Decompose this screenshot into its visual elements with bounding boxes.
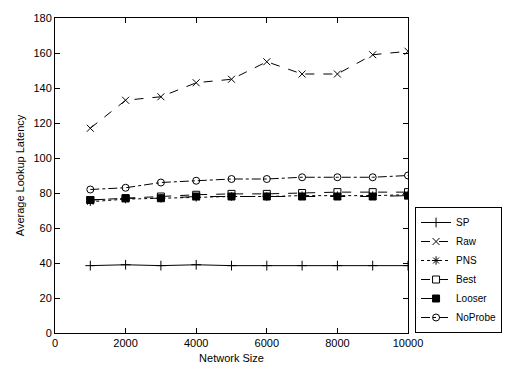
svg-text:20: 20 (40, 292, 52, 304)
svg-text:0: 0 (46, 327, 52, 339)
svg-text:60: 60 (40, 222, 52, 234)
svg-text:120: 120 (33, 117, 51, 129)
svg-text:40: 40 (40, 257, 52, 269)
svg-text:100: 100 (33, 152, 51, 164)
svg-text:180: 180 (33, 12, 51, 24)
svg-text:140: 140 (33, 82, 51, 94)
svg-text:160: 160 (33, 47, 51, 59)
svg-text:2000: 2000 (113, 337, 137, 349)
svg-text:Best: Best (456, 274, 476, 285)
svg-text:Raw: Raw (456, 236, 477, 247)
svg-text:0: 0 (52, 337, 58, 349)
svg-text:Looser: Looser (456, 293, 487, 304)
svg-text:SP: SP (456, 217, 470, 228)
svg-text:80: 80 (40, 187, 52, 199)
svg-text:Average Lookup Latency: Average Lookup Latency (14, 114, 26, 236)
svg-text:4000: 4000 (184, 337, 208, 349)
svg-text:8000: 8000 (325, 337, 349, 349)
svg-text:10000: 10000 (393, 337, 424, 349)
svg-text:NoProbe: NoProbe (456, 312, 496, 323)
svg-text:PNS: PNS (456, 255, 477, 266)
svg-text:6000: 6000 (255, 337, 279, 349)
svg-text:Network Size: Network Size (199, 352, 264, 364)
